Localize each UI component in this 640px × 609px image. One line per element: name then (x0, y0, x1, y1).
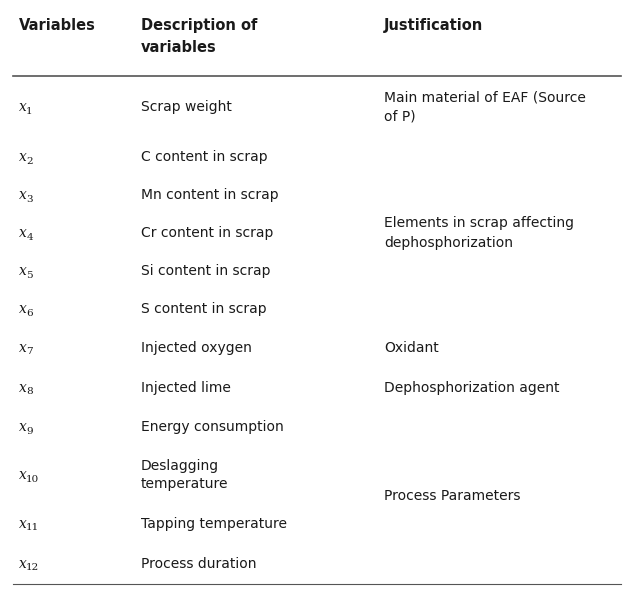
Text: x: x (19, 420, 27, 434)
Text: Injected lime: Injected lime (141, 381, 230, 395)
Text: Si content in scrap: Si content in scrap (141, 264, 270, 278)
Text: 12: 12 (26, 563, 40, 572)
Text: 8: 8 (26, 387, 33, 396)
Text: x: x (19, 100, 27, 114)
Text: 5: 5 (26, 270, 33, 280)
Text: Description of: Description of (141, 18, 257, 33)
Text: 6: 6 (26, 309, 33, 317)
Text: Deslagging
temperature: Deslagging temperature (141, 459, 228, 491)
Text: Main material of EAF (Source
of P): Main material of EAF (Source of P) (384, 90, 586, 124)
Text: x: x (19, 150, 27, 164)
Text: Energy consumption: Energy consumption (141, 420, 284, 434)
Text: x: x (19, 341, 27, 355)
Text: 2: 2 (26, 157, 33, 166)
Text: x: x (19, 468, 27, 482)
Text: Cr content in scrap: Cr content in scrap (141, 226, 273, 240)
Text: variables: variables (141, 40, 216, 55)
Text: Mn content in scrap: Mn content in scrap (141, 188, 278, 202)
Text: Elements in scrap affecting
dephosphorization: Elements in scrap affecting dephosphoriz… (384, 216, 574, 250)
Text: 3: 3 (26, 194, 33, 203)
Text: 1: 1 (26, 107, 33, 116)
Text: 7: 7 (26, 348, 33, 356)
Text: Variables: Variables (19, 18, 96, 33)
Text: S content in scrap: S content in scrap (141, 302, 266, 316)
Text: 11: 11 (26, 524, 40, 532)
Text: Process Parameters: Process Parameters (384, 489, 520, 503)
Text: Oxidant: Oxidant (384, 341, 439, 355)
Text: C content in scrap: C content in scrap (141, 150, 268, 164)
Text: x: x (19, 381, 27, 395)
Text: x: x (19, 302, 27, 316)
Text: x: x (19, 226, 27, 240)
Text: x: x (19, 517, 27, 531)
Text: 4: 4 (26, 233, 33, 242)
Text: 9: 9 (26, 426, 33, 435)
Text: Justification: Justification (384, 18, 483, 33)
Text: Dephosphorization agent: Dephosphorization agent (384, 381, 559, 395)
Text: x: x (19, 188, 27, 202)
Text: Injected oxygen: Injected oxygen (141, 341, 252, 355)
Text: 10: 10 (26, 474, 40, 484)
Text: Scrap weight: Scrap weight (141, 100, 232, 114)
Text: Process duration: Process duration (141, 557, 256, 571)
Text: x: x (19, 264, 27, 278)
Text: Tapping temperature: Tapping temperature (141, 517, 287, 531)
Text: x: x (19, 557, 27, 571)
